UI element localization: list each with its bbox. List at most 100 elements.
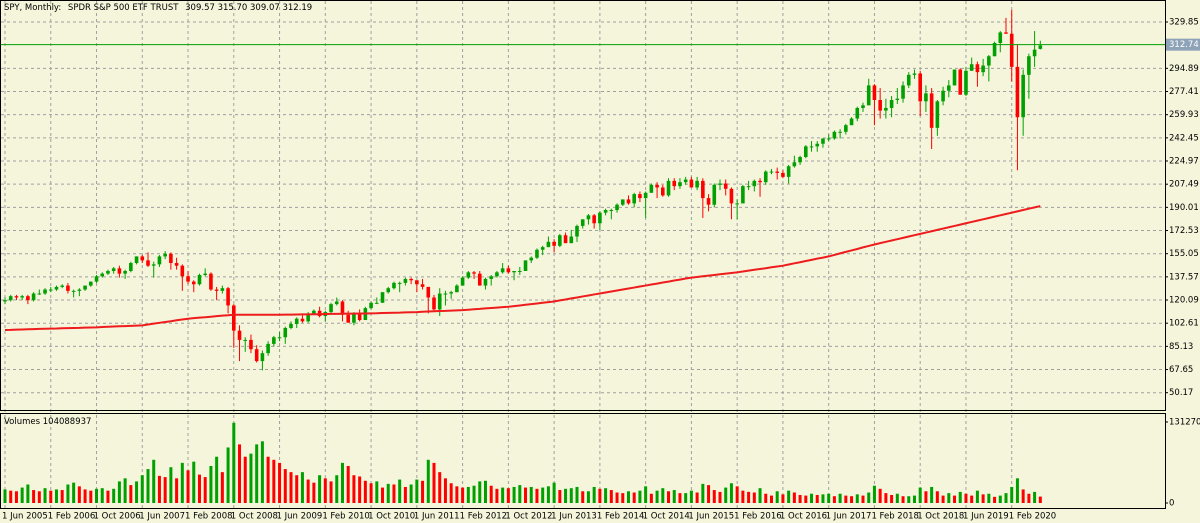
candle-body: [294, 318, 299, 325]
volume-bar: [220, 472, 224, 503]
candle-body: [895, 98, 900, 101]
volume-bar: [37, 491, 41, 503]
volume-bar: [209, 465, 213, 503]
candle-body: [386, 288, 391, 293]
candle-body: [947, 85, 951, 91]
candle-body: [37, 293, 42, 295]
candle-body: [437, 293, 442, 310]
candle-body: [506, 268, 511, 273]
candle-body: [901, 85, 905, 99]
candle-body: [31, 293, 36, 301]
candle-body: [975, 64, 980, 73]
candle-body: [266, 343, 270, 354]
volume-bar: [518, 485, 522, 503]
candle-body: [592, 215, 596, 224]
volume-bar: [32, 490, 36, 503]
candle-body: [100, 273, 105, 277]
candle-body: [518, 270, 522, 272]
volume-bar: [135, 481, 139, 503]
candle-body: [1032, 49, 1037, 57]
candle-body: [992, 43, 997, 57]
volume-bar: [466, 486, 470, 503]
volume-bar: [157, 475, 161, 503]
volume-bar: [106, 490, 110, 503]
volume-bar: [655, 490, 659, 503]
volume-bar: [581, 491, 585, 503]
volume-bar: [815, 494, 819, 503]
candle-body: [340, 301, 345, 315]
candle-body: [117, 268, 122, 274]
volume-bar: [953, 495, 957, 503]
candle-body: [283, 327, 288, 338]
candle-body: [466, 272, 471, 278]
volume-bar: [392, 484, 396, 503]
volume-bar: [769, 495, 773, 503]
volume-bar: [964, 493, 968, 503]
volume-bar: [912, 495, 916, 503]
volume-bar: [524, 487, 528, 503]
volume-bar: [426, 459, 430, 503]
candle-body: [929, 93, 934, 128]
volume-bar: [358, 476, 362, 503]
volume-bar: [644, 486, 648, 503]
candle-body: [163, 253, 167, 257]
candle-body: [432, 297, 436, 310]
volume-bar: [506, 488, 510, 503]
volume-bar: [878, 488, 882, 503]
volume-bar: [478, 481, 482, 503]
volume-bar: [1021, 489, 1025, 503]
candle-body: [889, 100, 894, 108]
candle-body: [48, 289, 53, 291]
volume-bar: [295, 475, 299, 503]
x-tick-label: 1 Jun 2009: [277, 512, 323, 522]
candle-body: [798, 156, 802, 163]
candle-body: [678, 182, 682, 187]
volume-bar: [340, 462, 344, 503]
volume-bar: [970, 495, 974, 503]
volume-bar: [203, 477, 207, 503]
volume-bar: [1010, 486, 1014, 503]
volume-bar: [724, 487, 728, 503]
candle-body: [151, 264, 156, 266]
volume-bar: [947, 493, 951, 503]
volume-bar: [855, 494, 859, 503]
candle-body: [420, 284, 425, 287]
volume-bar: [283, 469, 287, 503]
volume-bar: [941, 495, 945, 503]
volume-bar: [558, 490, 562, 503]
candle-body: [826, 138, 831, 140]
volume-bar: [975, 490, 979, 503]
volume-bar: [449, 483, 453, 503]
candle-body: [935, 101, 940, 128]
volume-bar: [226, 447, 230, 503]
x-tick-label: 1 Oct 2006: [94, 512, 141, 522]
candle-body: [489, 276, 493, 279]
volume-bar: [238, 444, 242, 503]
volume-bar: [140, 475, 144, 503]
volume-bar: [907, 496, 911, 503]
candle-body: [369, 302, 373, 309]
volume-bar: [54, 489, 58, 503]
volume-bar: [72, 482, 76, 503]
volume-bar: [415, 479, 419, 503]
candle-body: [575, 225, 579, 237]
candle-body: [123, 270, 127, 274]
volume-bar: [626, 491, 630, 503]
volume-bar: [844, 495, 848, 503]
candle-body: [615, 204, 619, 211]
y-tick-label: 67.65: [1169, 365, 1193, 375]
volume-bar: [1004, 493, 1008, 503]
candle-body: [66, 285, 70, 291]
candle-body: [540, 247, 545, 250]
candle-body: [1015, 66, 1020, 118]
candle-body: [758, 180, 762, 183]
candle-body: [741, 186, 745, 204]
candle-body: [380, 292, 385, 303]
candle-body: [655, 184, 659, 188]
candle-body: [769, 171, 774, 173]
volume-bar: [77, 486, 81, 503]
volume-bar: [609, 490, 613, 503]
x-tick-label: 1 Feb 2012: [460, 512, 508, 522]
volume-bar: [501, 487, 505, 503]
volume-bar: [123, 478, 127, 503]
